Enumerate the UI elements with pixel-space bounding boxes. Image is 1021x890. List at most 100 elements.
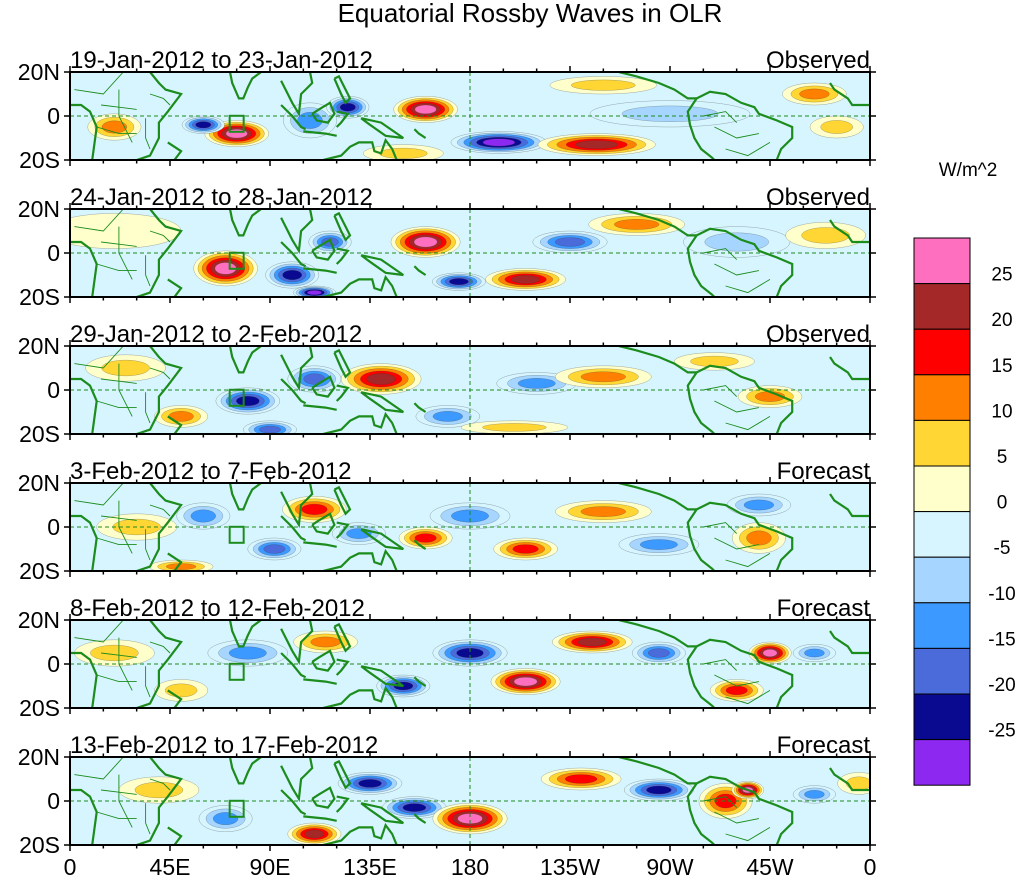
coastline — [136, 346, 183, 434]
coastline — [413, 402, 427, 413]
colorbar-level-label: -15 — [988, 629, 1015, 650]
panels-group: 20N 0 20S 19-Jan-2012 to 23-Jan-2012 Observe… — [18, 47, 876, 858]
panel: 20N 0 20S 29-Jan-2012 to 2-Feb-2012 Observed — [18, 321, 876, 447]
coastline — [136, 209, 183, 297]
coastline — [360, 391, 404, 414]
colorbar-swatch — [913, 237, 971, 285]
colorbar-level-label: 20 — [991, 310, 1012, 331]
x-tick-label: 45W — [746, 854, 794, 880]
olr-anomaly-contour — [402, 803, 427, 812]
olr-anomaly-contour — [304, 829, 325, 839]
coastline — [196, 346, 262, 374]
coastline — [167, 826, 183, 845]
coastline — [360, 802, 404, 825]
x-tick-label: 135W — [540, 854, 600, 880]
country-border — [74, 209, 124, 232]
coastline — [829, 630, 870, 655]
olr-anomaly-contour — [101, 120, 127, 134]
coastline — [136, 757, 183, 845]
colorbar-swatch — [913, 602, 971, 649]
olr-anomaly-contour — [414, 533, 437, 543]
coastline — [280, 757, 314, 803]
country-border — [145, 666, 151, 698]
coastline — [335, 247, 350, 265]
coastline — [167, 278, 183, 297]
coastline — [335, 384, 350, 402]
y-tick-label: 0 — [47, 514, 60, 540]
panel-status: Observed — [766, 321, 870, 348]
y-tick-label: 20N — [18, 607, 60, 633]
coastline — [167, 141, 183, 160]
coastline — [333, 211, 352, 242]
panel-date-range: 24-Jan-2012 to 28-Jan-2012 — [70, 184, 373, 211]
reference-box — [228, 114, 245, 133]
coastline — [280, 72, 314, 118]
y-tick-label: 20S — [19, 832, 60, 858]
country-border — [74, 757, 124, 780]
reference-box — [228, 525, 245, 544]
panel-date-range: 19-Jan-2012 to 23-Jan-2012 — [70, 47, 373, 74]
country-border — [96, 126, 137, 135]
olr-anomaly-contour — [564, 774, 598, 784]
olr-anomaly-contour — [640, 539, 678, 550]
country-border — [118, 500, 133, 554]
coastline — [136, 620, 183, 708]
coastline — [303, 815, 337, 822]
colorbar-level-label: -10 — [988, 584, 1015, 605]
x-tick-label: 90E — [250, 854, 291, 880]
country-border — [118, 363, 133, 417]
olr-anomaly-contour — [580, 371, 626, 383]
country-border — [714, 126, 759, 139]
coastline — [335, 795, 350, 813]
olr-anomaly-contour — [432, 411, 463, 422]
country-border — [118, 226, 133, 280]
coastline — [618, 346, 697, 374]
country-border — [703, 796, 738, 808]
olr-anomaly-contour — [801, 227, 850, 244]
olr-anomaly-contour — [259, 425, 281, 434]
coastline — [196, 620, 262, 648]
coastline — [618, 620, 697, 648]
coastline — [686, 97, 716, 160]
olr-anomaly-contour — [621, 105, 719, 122]
coastline — [280, 241, 307, 268]
country-border — [74, 346, 124, 369]
olr-anomaly-contour — [577, 637, 607, 647]
coastline — [280, 346, 314, 392]
colorbar-unit-label: W/m^2 — [939, 160, 998, 181]
country-border — [725, 416, 771, 431]
coastline — [323, 137, 398, 160]
coastline — [196, 483, 262, 511]
coastline — [167, 552, 183, 571]
olr-anomaly-contour — [90, 644, 139, 662]
country-border — [118, 774, 133, 828]
country-border — [74, 620, 124, 643]
coastline — [311, 786, 336, 809]
colorbar: W/m^2 25 20 15 10 5 0 -5 -10 -15 -20 -25 — [913, 160, 1016, 786]
coastline — [618, 483, 697, 511]
y-tick-label: 0 — [47, 788, 60, 814]
coastline — [303, 541, 337, 548]
country-border — [149, 230, 171, 243]
panel-date-range: 13-Feb-2012 to 17-Feb-2012 — [70, 732, 378, 759]
coastline — [70, 377, 98, 434]
coastline — [323, 685, 398, 708]
x-tick-label: 135E — [343, 854, 397, 880]
coastline — [696, 775, 794, 845]
coastline — [360, 254, 404, 277]
olr-anomaly-contour — [517, 378, 556, 389]
country-border — [725, 279, 771, 294]
country-border — [118, 637, 133, 691]
panel: 20N 0 20S 19-Jan-2012 to 23-Jan-2012 Observe… — [18, 47, 876, 173]
coastline — [323, 274, 398, 297]
coastline — [303, 130, 337, 137]
panel-date-range: 29-Jan-2012 to 2-Feb-2012 — [70, 321, 362, 348]
coastline — [311, 238, 336, 261]
country-border — [74, 483, 124, 506]
olr-anomaly-contour — [746, 530, 772, 546]
coastline — [311, 375, 336, 398]
olr-anomaly-contour — [190, 509, 216, 523]
colorbar-swatch — [913, 693, 971, 741]
olr-anomaly-contour — [648, 648, 670, 658]
country-border — [149, 367, 171, 380]
